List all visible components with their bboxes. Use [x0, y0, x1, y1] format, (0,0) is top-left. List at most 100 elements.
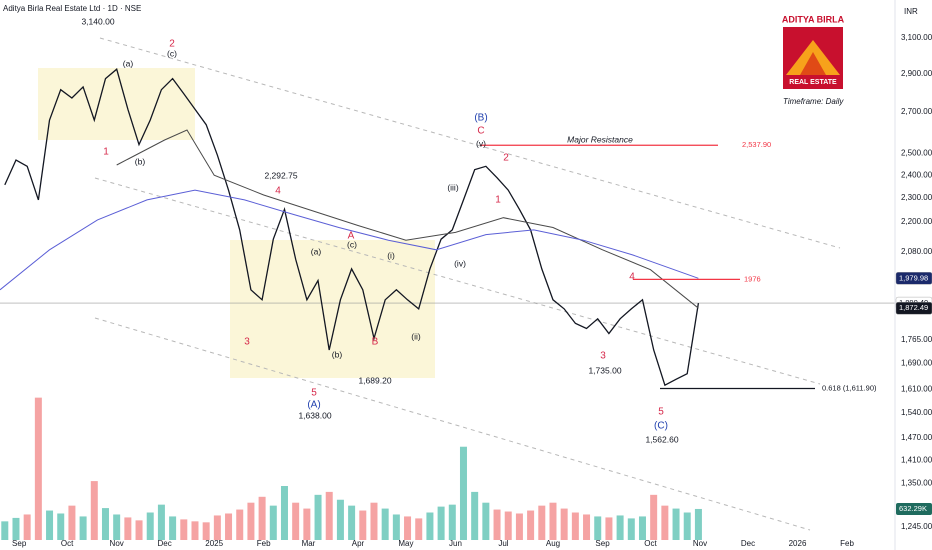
logo-sun [800, 52, 826, 75]
volume-tag [896, 502, 932, 515]
volume-bar [90, 481, 98, 540]
x-tick-label: Aug [546, 539, 560, 548]
x-tick-label: Nov [693, 539, 707, 548]
volume-bar [180, 519, 188, 540]
y-tick-label: 2,300.00 [901, 193, 932, 202]
annotation: 1 [495, 195, 501, 206]
volume-bar [672, 508, 680, 540]
moving-average [0, 189, 699, 291]
y-tick-label: 2,400.00 [901, 170, 932, 179]
annotation: 1,638.00 [298, 410, 331, 420]
volume-bar [515, 513, 523, 540]
volume-bar [46, 510, 54, 540]
y-tick-label: 1,245.00 [901, 522, 932, 531]
annotation: 3,140.00 [81, 16, 114, 26]
level-label: 1976 [744, 274, 761, 283]
volume-bar [404, 516, 412, 540]
price-tag-label: 1,979.98 [899, 273, 928, 282]
volume-bar [202, 522, 210, 540]
volume-bar [538, 505, 546, 540]
currency: INR [904, 7, 918, 16]
y-tick-label: 1,410.00 [901, 455, 932, 464]
annotation: (iv) [454, 258, 466, 268]
volume-bar [482, 502, 490, 540]
annotation: 4 [275, 186, 281, 197]
volume-bar [583, 514, 591, 540]
y-tick-label: 1,765.00 [901, 335, 932, 344]
volume-bar [504, 511, 512, 540]
x-tick-label: Sep [595, 539, 610, 548]
annotation: 2 [503, 153, 509, 164]
annotation: A [348, 231, 355, 242]
volume-bar [661, 505, 669, 540]
volume-bar [370, 502, 378, 540]
annotation: (b) [332, 349, 343, 359]
volume-bar [683, 512, 691, 540]
annotation: (ii) [411, 331, 421, 341]
volume-bar [594, 516, 602, 540]
volume-bar [146, 512, 154, 540]
y-tick-label: 2,700.00 [901, 107, 932, 116]
x-tick-label: Dec [741, 539, 755, 548]
y-tick-label: 2,200.00 [901, 217, 932, 226]
annotation: (b) [135, 156, 146, 166]
x-tick-label: Feb [840, 539, 854, 548]
x-tick-label: Jul [498, 539, 508, 548]
annotation: 5 [311, 388, 317, 399]
volume-bar [269, 505, 277, 540]
volume-bar [292, 502, 300, 540]
volume-bar [124, 517, 132, 540]
volume-bar [392, 514, 400, 540]
price-tag [895, 272, 932, 285]
volume-bar [348, 505, 356, 540]
logo-bar [783, 75, 843, 89]
annotation: 1,562.60 [645, 434, 678, 444]
volume-bar [113, 514, 121, 540]
volume-bar [79, 516, 87, 540]
x-tick-label: Sep [12, 539, 27, 548]
annotation: (v) [476, 138, 486, 148]
annotation: 1 [103, 147, 109, 158]
annotation: (a) [123, 58, 134, 68]
volume-bar [650, 494, 658, 540]
y-tick-label: 2,900.00 [901, 69, 932, 78]
x-tick-label: Apr [352, 539, 365, 548]
x-tick-label: 2025 [205, 539, 223, 548]
price-tag [895, 302, 932, 315]
volume-bar [638, 516, 646, 540]
volume-bar [280, 486, 288, 540]
annotation: 5 [658, 407, 664, 418]
x-tick-label: Dec [157, 539, 171, 548]
volume-bar [694, 508, 702, 540]
volume-bar [12, 517, 20, 540]
chart-title: Aditya Birla Real Estate Ltd · 1D · NSE [3, 4, 141, 13]
level-label: 0.618 (1,611.90) [822, 383, 877, 392]
y-tick-label: 3,100.00 [901, 33, 932, 42]
annotation: 2 [169, 39, 175, 50]
volume-bar [57, 513, 65, 540]
volume-bar [616, 515, 624, 540]
x-tick-label: Oct [644, 539, 657, 548]
x-tick-label: May [398, 539, 413, 548]
y-tick-label: 1,690.00 [901, 358, 932, 367]
annotation: (c) [347, 239, 357, 249]
logo-bottom: REAL ESTATE [789, 79, 837, 86]
y-tick-label: 1,540.00 [901, 408, 932, 417]
volume-bar [325, 491, 333, 540]
annotation: (i) [387, 250, 395, 260]
annotation: (C) [654, 421, 668, 432]
annotation: 1,689.20 [358, 375, 391, 385]
x-tick-label: 2026 [789, 539, 807, 548]
volume-bar [135, 520, 143, 540]
volume-bar [258, 496, 266, 540]
volume-bar [471, 491, 479, 540]
volume-bar [303, 508, 311, 540]
y-tick-label: 2,080.00 [901, 247, 932, 256]
price-tag-label: 1,872.49 [899, 303, 928, 312]
volume-bar [415, 518, 423, 540]
timeframe: Timeframe: Daily [783, 97, 844, 106]
volume-bar [213, 515, 221, 540]
x-tick-label: Jun [449, 539, 462, 548]
y-tick-label: 1,350.00 [901, 479, 932, 488]
volume-bar [493, 509, 501, 540]
